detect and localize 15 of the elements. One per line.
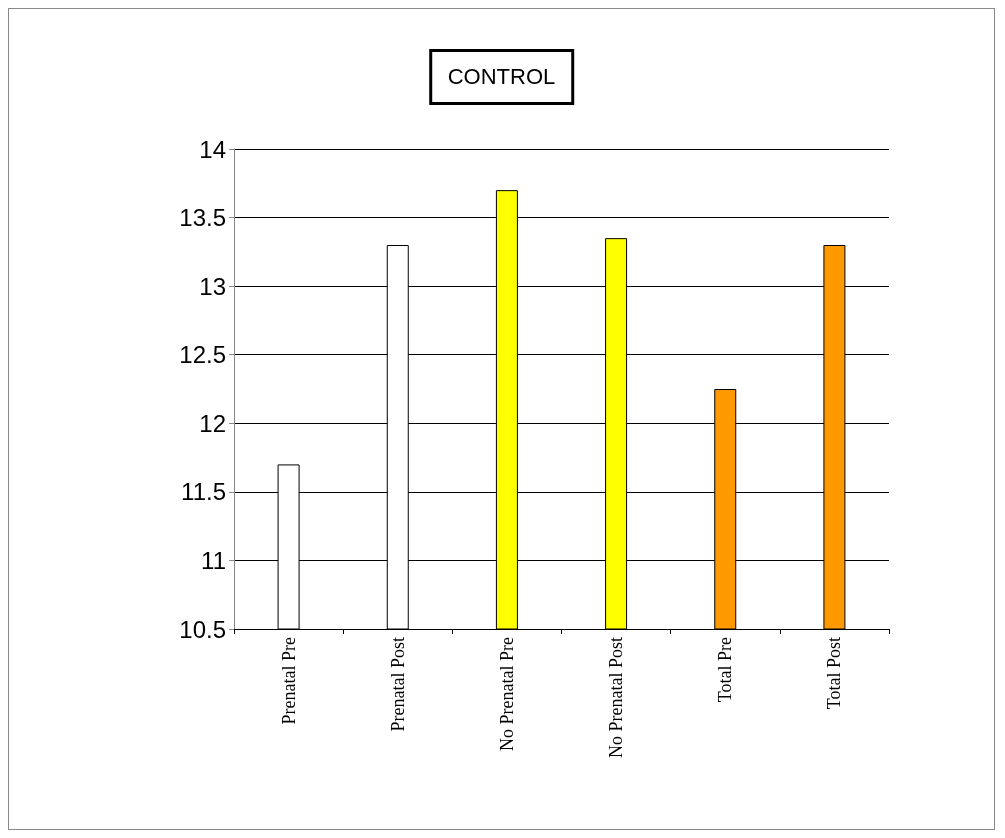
chart-title: CONTROL: [428, 49, 575, 105]
y-tick-label: 11.5: [181, 478, 226, 506]
x-tick-label: No Prenatal Pre: [496, 636, 517, 751]
y-tick-label: 13: [199, 272, 226, 300]
x-tick-label: No Prenatal Post: [606, 637, 627, 758]
x-tick-label: Prenatal Pre: [278, 636, 299, 725]
x-tick-label: Total Pre: [715, 637, 736, 703]
y-tick-label: 10.5: [179, 615, 226, 643]
y-tick-label: 12: [199, 409, 226, 437]
y-tick-label: 13.5: [179, 204, 226, 232]
y-tick-label: 12.5: [179, 341, 226, 369]
x-tick-label: Total Post: [824, 637, 845, 710]
y-tick-label: 14: [199, 135, 226, 163]
y-tick-label: 11: [201, 546, 226, 574]
x-tick-label: Prenatal Post: [387, 637, 408, 732]
